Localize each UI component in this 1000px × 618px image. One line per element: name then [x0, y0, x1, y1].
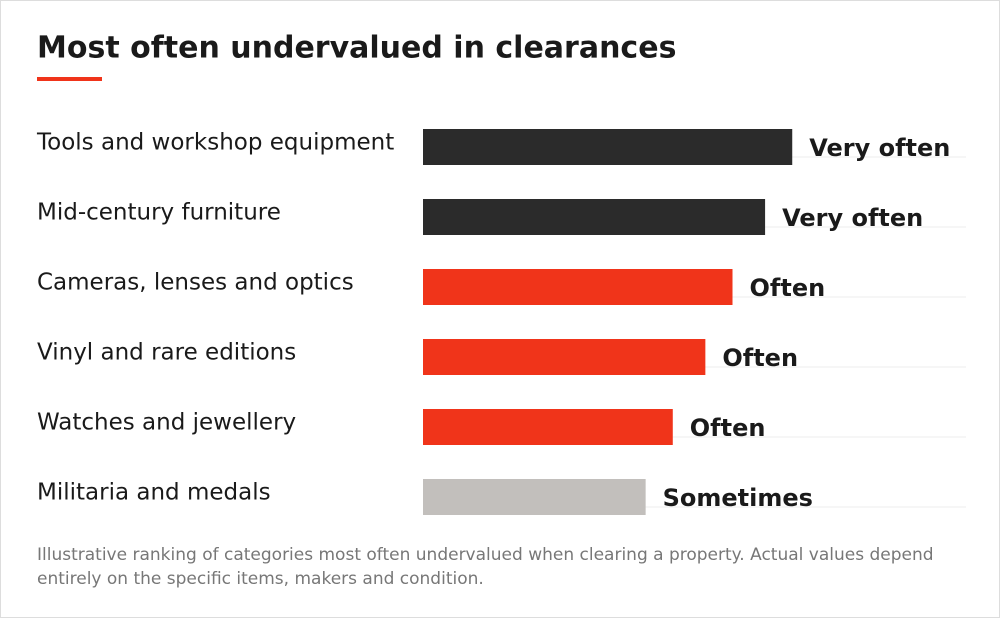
- value-label: Very often: [782, 204, 923, 232]
- chart: Most often undervalued in clearances Too…: [36, 31, 966, 515]
- bar: [423, 199, 766, 235]
- value-label: Very often: [809, 134, 950, 162]
- category-label: Tools and workshop equipment: [36, 130, 394, 156]
- bar: [423, 129, 793, 165]
- chart-title: Most often undervalued in clearances: [37, 31, 676, 66]
- value-label: Often: [722, 344, 798, 372]
- category-label: Militaria and medals: [37, 480, 271, 506]
- footnote: Illustrative ranking of categories most …: [37, 545, 934, 589]
- category-label: Mid-century furniture: [37, 200, 281, 226]
- value-label: Sometimes: [663, 484, 813, 512]
- bar: [423, 409, 673, 445]
- title-rule: [37, 77, 102, 81]
- bar: [423, 479, 646, 515]
- bar: [423, 269, 733, 305]
- bar: [423, 339, 706, 375]
- value-label: Often: [690, 414, 766, 442]
- category-label: Watches and jewellery: [37, 410, 296, 436]
- category-label: Vinyl and rare editions: [37, 340, 296, 366]
- value-label: Often: [750, 274, 826, 302]
- category-label: Cameras, lenses and optics: [37, 270, 354, 296]
